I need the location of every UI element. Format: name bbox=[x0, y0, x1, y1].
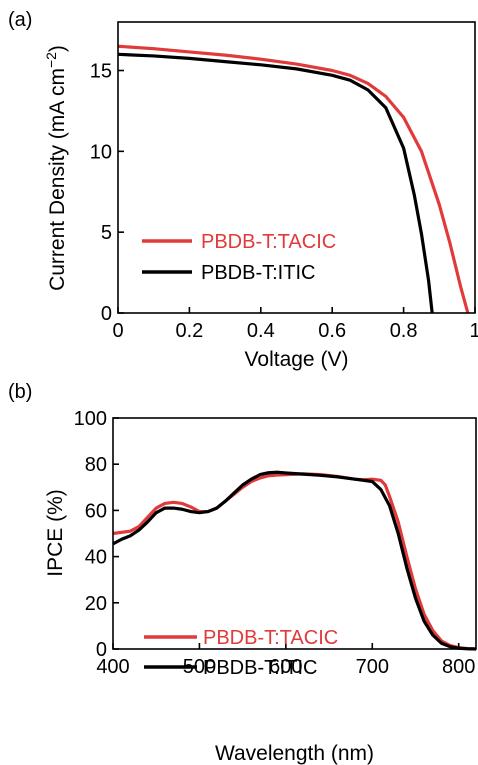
y-tick-label: 100 bbox=[74, 408, 107, 430]
y-tick-label: 80 bbox=[85, 454, 107, 476]
y-tick-label: 60 bbox=[85, 500, 107, 522]
plot-frame bbox=[112, 417, 477, 650]
y-axis-title: IPCE (%) bbox=[44, 489, 67, 577]
x-tick-label: 0.4 bbox=[247, 320, 275, 342]
series-line-itic bbox=[117, 52, 434, 314]
x-tick-label: 1 bbox=[469, 320, 478, 342]
legend-label: PBDB-T:ITIC bbox=[201, 262, 315, 284]
y-tick-label: 40 bbox=[85, 547, 107, 569]
panel-label: (b) bbox=[8, 381, 32, 403]
x-tick-label: 0.2 bbox=[175, 320, 203, 342]
chart-panel-b: (b) 400 500 600 700 800 0 20 40 60 80 100 Wavelength… bbox=[8, 381, 477, 765]
x-tick-label: 0.6 bbox=[318, 320, 346, 342]
x-tick-label: 0.8 bbox=[390, 320, 418, 342]
x-tick-label: 800 bbox=[442, 656, 475, 678]
y-axis-title-superscript: −2 bbox=[43, 52, 59, 68]
x-tick-label: 0 bbox=[112, 320, 123, 342]
y-axis-title: Current Density (mA cm−2) bbox=[43, 45, 69, 291]
legend-label: PBDB-T:TACIC bbox=[201, 231, 336, 253]
series-line-tacic bbox=[117, 44, 470, 314]
x-tick-label: 500 bbox=[183, 656, 216, 678]
y-tick-label: 10 bbox=[90, 141, 112, 163]
y-tick-label: 0 bbox=[101, 303, 112, 325]
x-tick-label: 400 bbox=[96, 656, 129, 678]
legend-label: PBDB-T:TACIC bbox=[203, 627, 338, 649]
legend-label: PBDB-T:ITIC bbox=[203, 657, 317, 679]
y-tick-label: 15 bbox=[90, 61, 112, 83]
y-axis-title-close: ) bbox=[46, 45, 69, 52]
x-axis-title: Voltage (V) bbox=[245, 348, 349, 371]
plot-frame bbox=[117, 21, 476, 314]
y-tick-label: 20 bbox=[85, 593, 107, 615]
x-tick-label: 600 bbox=[269, 656, 302, 678]
series-line-itic bbox=[112, 470, 477, 651]
x-tick-label: 700 bbox=[356, 656, 389, 678]
y-tick-label: 5 bbox=[101, 222, 112, 244]
y-tick-label: 0 bbox=[96, 639, 107, 661]
series-line-tacic bbox=[112, 472, 477, 651]
panel-label: (a) bbox=[8, 9, 32, 31]
x-axis-title: Wavelength (nm) bbox=[215, 742, 374, 765]
